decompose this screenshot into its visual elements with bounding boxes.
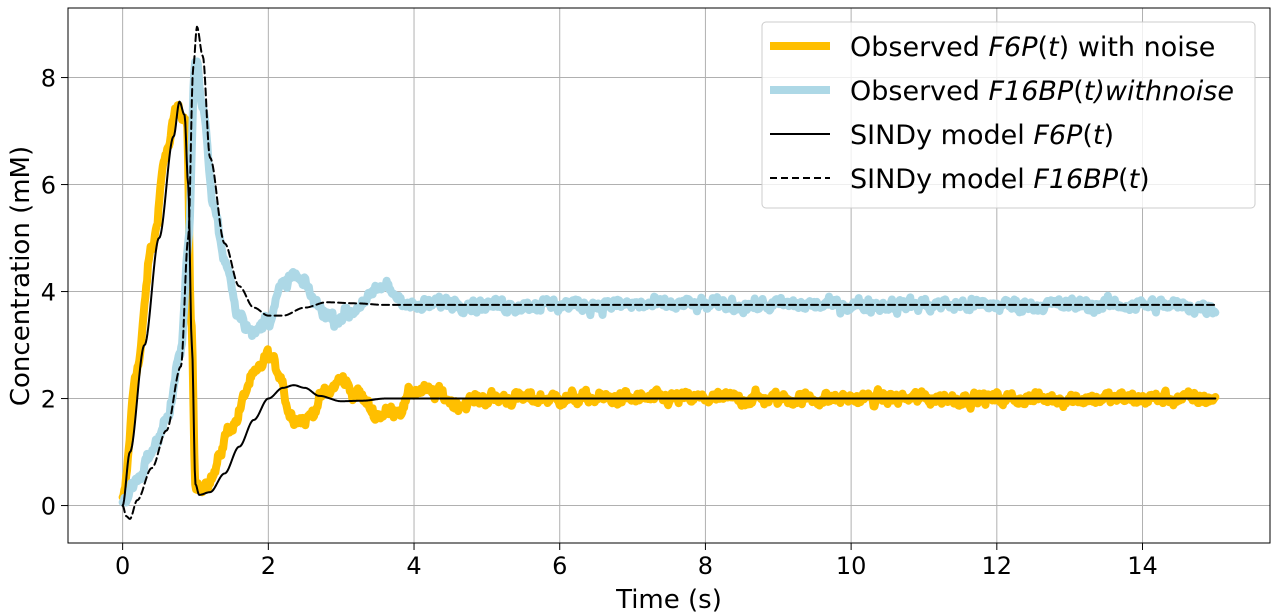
series-model-f16bp (121, 25, 1217, 520)
y-tick-label: 6 (41, 172, 56, 200)
legend-label: Observed F16BP(t)withnoise (850, 76, 1234, 107)
series-observed-f6p (118, 101, 1220, 502)
ticks: 0 2 4 6 8 10 12 14 0 2 4 6 8 (41, 65, 1158, 580)
y-tick-label: 0 (41, 493, 56, 521)
legend-label: SINDy model F16BP(t) (850, 164, 1150, 195)
plot-frame (67, 7, 1271, 544)
x-tick-label: 2 (261, 552, 276, 580)
x-axis-title: Time (s) (615, 585, 722, 612)
series-model-f6p (121, 100, 1217, 507)
y-tick-label: 8 (41, 65, 56, 93)
y-axis-title: Concentration (mM) (6, 146, 36, 406)
y-tick-label: 2 (41, 386, 56, 414)
legend-label: Observed F6P(t) with noise (850, 32, 1215, 63)
x-tick-label: 4 (406, 552, 421, 580)
x-tick-label: 12 (982, 552, 1013, 580)
legend-box (761, 21, 1256, 209)
x-tick-label: 8 (698, 552, 713, 580)
legend: Observed F6P(t) with noise Observed F16BP… (761, 21, 1256, 209)
legend-label: SINDy model F6P(t) (850, 120, 1114, 151)
x-tick-label: 14 (1127, 552, 1158, 580)
y-tick-label: 4 (41, 279, 56, 307)
series-layer (118, 25, 1220, 520)
x-tick-label: 6 (552, 552, 567, 580)
x-tick-label: 10 (836, 552, 867, 580)
x-tick-label: 0 (115, 552, 130, 580)
